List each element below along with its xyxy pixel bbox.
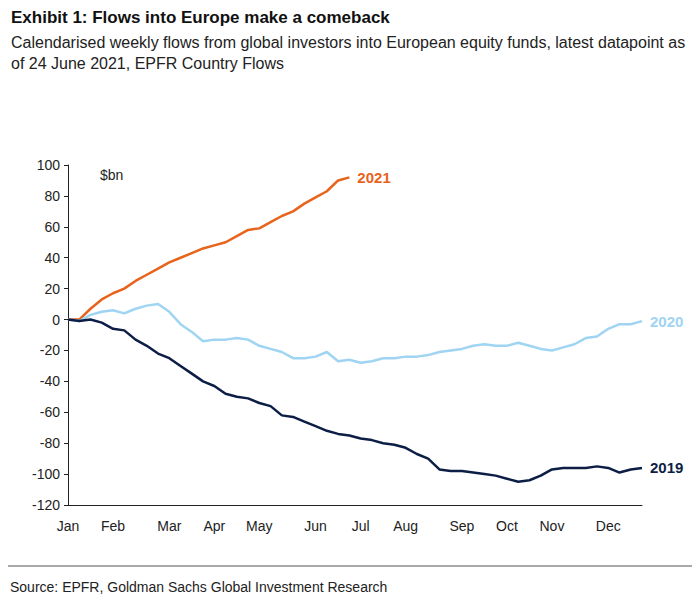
svg-text:Feb: Feb xyxy=(101,518,125,534)
svg-text:-80: -80 xyxy=(40,435,60,451)
svg-text:0: 0 xyxy=(52,312,60,328)
svg-text:Dec: Dec xyxy=(596,518,621,534)
svg-text:Source: EPFR, Goldman Sachs Gl: Source: EPFR, Goldman Sachs Global Inves… xyxy=(10,579,387,595)
svg-text:Mar: Mar xyxy=(157,518,181,534)
svg-text:-100: -100 xyxy=(32,466,60,482)
svg-text:40: 40 xyxy=(44,250,60,266)
svg-text:Jun: Jun xyxy=(304,518,327,534)
svg-text:-120: -120 xyxy=(32,497,60,513)
svg-text:Exhibit 1: Flows into Europe m: Exhibit 1: Flows into Europe make a come… xyxy=(11,8,390,27)
svg-text:60: 60 xyxy=(44,219,60,235)
svg-text:of 24 June 2021, EPFR Country: of 24 June 2021, EPFR Country Flows xyxy=(11,55,284,72)
svg-text:Jul: Jul xyxy=(352,518,370,534)
svg-text:Aug: Aug xyxy=(393,518,418,534)
svg-text:Calendarised weekly flows from: Calendarised weekly flows from global in… xyxy=(11,34,690,51)
svg-text:2020: 2020 xyxy=(650,313,683,330)
svg-text:Sep: Sep xyxy=(449,518,474,534)
svg-text:Jan: Jan xyxy=(57,518,80,534)
svg-text:$bn: $bn xyxy=(100,167,123,183)
svg-text:May: May xyxy=(246,518,272,534)
svg-text:100: 100 xyxy=(37,157,61,173)
svg-text:-20: -20 xyxy=(40,342,60,358)
svg-text:Nov: Nov xyxy=(540,518,565,534)
svg-text:2021: 2021 xyxy=(357,169,390,186)
svg-text:2019: 2019 xyxy=(650,459,683,476)
svg-text:-60: -60 xyxy=(40,404,60,420)
svg-text:80: 80 xyxy=(44,188,60,204)
svg-text:Apr: Apr xyxy=(203,518,225,534)
svg-text:20: 20 xyxy=(44,281,60,297)
svg-text:-40: -40 xyxy=(40,373,60,389)
svg-text:Oct: Oct xyxy=(496,518,518,534)
